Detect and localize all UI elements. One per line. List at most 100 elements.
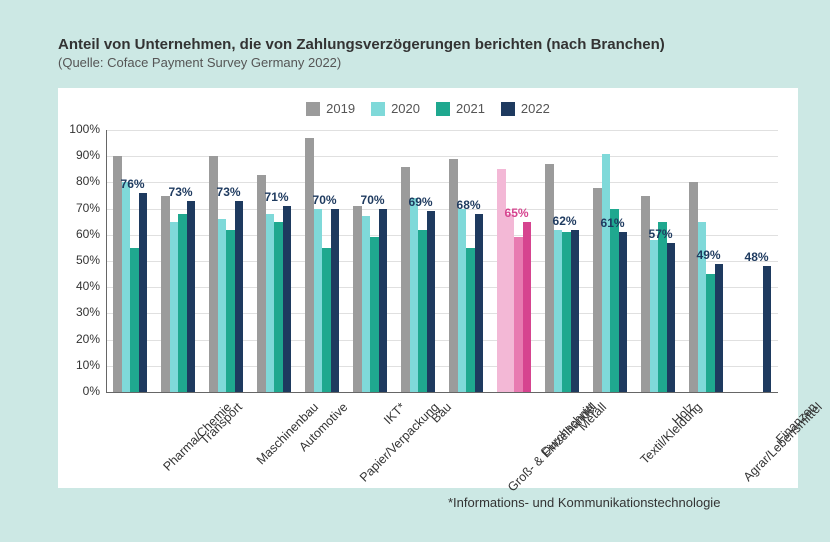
- bar: [314, 209, 323, 392]
- gridline: [106, 313, 778, 314]
- bar: [161, 196, 170, 393]
- y-tick-label: 60%: [58, 227, 100, 241]
- bar: [187, 201, 196, 392]
- y-tick-label: 90%: [58, 148, 100, 162]
- y-tick-label: 80%: [58, 174, 100, 188]
- bar: [658, 222, 667, 392]
- legend: 2019 2020 2021 2022: [58, 101, 798, 116]
- bar: [458, 209, 467, 392]
- y-tick-label: 10%: [58, 358, 100, 372]
- bar: [449, 159, 458, 392]
- y-tick-label: 20%: [58, 332, 100, 346]
- bar: [122, 182, 131, 392]
- legend-swatch: [436, 102, 450, 116]
- gridline: [106, 182, 778, 183]
- bar-value-label: 73%: [217, 185, 241, 199]
- bar: [283, 206, 292, 392]
- bar: [689, 182, 698, 392]
- bar: [257, 175, 266, 392]
- bar: [475, 214, 484, 392]
- legend-label: 2019: [326, 101, 355, 116]
- bar: [266, 214, 275, 392]
- y-tick-label: 40%: [58, 279, 100, 293]
- bar: [554, 230, 563, 392]
- bar: [706, 274, 715, 392]
- bar: [235, 201, 244, 392]
- bar-value-label: 76%: [121, 177, 145, 191]
- legend-item: 2021: [436, 101, 485, 116]
- bar: [562, 232, 571, 392]
- bar: [571, 230, 580, 392]
- bar-value-label: 61%: [601, 216, 625, 230]
- bar-value-label: 73%: [169, 185, 193, 199]
- bar-value-label: 69%: [409, 195, 433, 209]
- bar: [641, 196, 650, 393]
- bar: [619, 232, 628, 392]
- y-tick-label: 30%: [58, 305, 100, 319]
- bar: [322, 248, 331, 392]
- bar: [139, 193, 148, 392]
- legend-label: 2022: [521, 101, 550, 116]
- bar: [715, 264, 724, 392]
- bar: [497, 169, 506, 392]
- y-tick-label: 70%: [58, 201, 100, 215]
- bar-value-label: 70%: [313, 193, 337, 207]
- bar: [178, 214, 187, 392]
- legend-swatch: [371, 102, 385, 116]
- y-tick-label: 50%: [58, 253, 100, 267]
- bar: [610, 209, 619, 392]
- bar: [362, 216, 371, 392]
- gridline: [106, 366, 778, 367]
- y-tick-label: 0%: [58, 384, 100, 398]
- bar-value-label: 57%: [649, 227, 673, 241]
- bar: [379, 209, 388, 392]
- legend-label: 2020: [391, 101, 420, 116]
- legend-item: 2022: [501, 101, 550, 116]
- bar: [370, 237, 379, 392]
- bar-value-label: 68%: [457, 198, 481, 212]
- gridline: [106, 261, 778, 262]
- bar-value-label: 70%: [361, 193, 385, 207]
- gridline: [106, 209, 778, 210]
- y-tick-label: 100%: [58, 122, 100, 136]
- bar: [274, 222, 283, 392]
- gridline: [106, 235, 778, 236]
- bar-value-label: 49%: [697, 248, 721, 262]
- bar: [226, 230, 235, 392]
- bar: [667, 243, 676, 392]
- bar: [763, 266, 772, 392]
- gridline: [106, 340, 778, 341]
- gridline: [106, 287, 778, 288]
- bar: [130, 248, 139, 392]
- chart-subtitle: (Quelle: Coface Payment Survey Germany 2…: [58, 55, 341, 70]
- bar: [218, 219, 227, 392]
- legend-swatch: [306, 102, 320, 116]
- bar-value-label: 71%: [265, 190, 289, 204]
- bar: [305, 138, 314, 392]
- bar: [353, 206, 362, 392]
- bar: [170, 222, 179, 392]
- bar-value-label: 65%: [505, 206, 529, 220]
- bar: [650, 240, 659, 392]
- chart-title: Anteil von Unternehmen, die von Zahlungs…: [58, 36, 665, 53]
- gridline: [106, 130, 778, 131]
- legend-item: 2019: [306, 101, 355, 116]
- bar: [331, 209, 340, 392]
- legend-label: 2021: [456, 101, 485, 116]
- footnote: *Informations- und Kommunikationstechnol…: [448, 495, 720, 510]
- legend-item: 2020: [371, 101, 420, 116]
- bar: [602, 154, 611, 392]
- chart-container: { "canvas": { "width": 830, "height": 54…: [0, 0, 830, 542]
- bar: [506, 214, 515, 392]
- gridline: [106, 156, 778, 157]
- bar: [418, 230, 427, 392]
- bar: [514, 237, 523, 392]
- bar: [410, 198, 419, 392]
- x-axis: [106, 392, 778, 393]
- bar-value-label: 48%: [745, 250, 769, 264]
- bar-value-label: 62%: [553, 214, 577, 228]
- bar: [523, 222, 532, 392]
- y-axis: [106, 130, 107, 392]
- bar: [545, 164, 554, 392]
- legend-swatch: [501, 102, 515, 116]
